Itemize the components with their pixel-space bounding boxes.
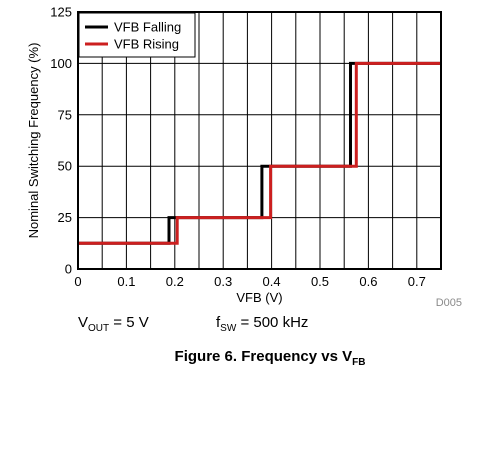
vout-condition: VOUT = 5 V <box>78 314 149 334</box>
legend-label: VFB Falling <box>114 20 181 35</box>
caption-subscript: FB <box>352 357 366 368</box>
grid-lines <box>78 12 441 269</box>
series-line-vfb-falling <box>78 61 441 245</box>
y-tick-label: 50 <box>58 159 72 174</box>
x-tick-label: 0.1 <box>117 274 135 289</box>
caption-main: Figure 6. Frequency vs V <box>174 348 353 365</box>
series-lines <box>78 61 441 245</box>
x-tick-label: 0 <box>74 274 81 289</box>
vout-symbol: V <box>78 314 89 331</box>
x-tick-label: 0.4 <box>263 274 281 289</box>
series-line-vfb-rising <box>78 61 441 245</box>
legend: VFB Falling VFB Rising <box>78 12 196 58</box>
plot-frame <box>77 11 442 270</box>
y-tick-label: 125 <box>50 5 72 20</box>
frequency-chart: 0 0.1 0.2 0.3 0.4 0.5 0.6 0.7 0 25 50 75 100 125 VFB … <box>26 5 462 310</box>
y-tick-label: 0 <box>65 262 72 277</box>
legend-label: VFB Rising <box>114 37 179 52</box>
y-axis-label: Nominal Switching Frequency (%) <box>26 43 41 239</box>
x-tick-label: 0.7 <box>408 274 426 289</box>
x-tick-label: 0.3 <box>214 274 232 289</box>
x-tick-label: 0.6 <box>359 274 377 289</box>
document-id: D005 <box>436 297 462 309</box>
fsw-symbol: f <box>216 314 221 331</box>
y-tick-label: 75 <box>58 107 72 122</box>
tick-labels: 0 0.1 0.2 0.3 0.4 0.5 0.6 0.7 0 25 50 75 100 125 <box>50 5 426 290</box>
caption-text: Figure 6. Frequency vs VFB <box>174 348 366 368</box>
y-tick-label: 25 <box>58 210 72 225</box>
vout-value: = 5 V <box>109 314 149 331</box>
x-tick-label: 0.2 <box>166 274 184 289</box>
legend-box <box>78 12 196 58</box>
fsw-value: = 500 kHz <box>236 314 309 331</box>
x-axis-label: VFB (V) <box>236 290 282 305</box>
fsw-condition: fSW = 500 kHz <box>216 314 308 334</box>
y-tick-label: 100 <box>50 56 72 71</box>
fsw-subscript: SW <box>220 323 237 334</box>
figure-caption: Figure 6. Frequency vs VFB <box>0 348 500 368</box>
x-tick-label: 0.5 <box>311 274 329 289</box>
vout-subscript: OUT <box>88 323 110 334</box>
